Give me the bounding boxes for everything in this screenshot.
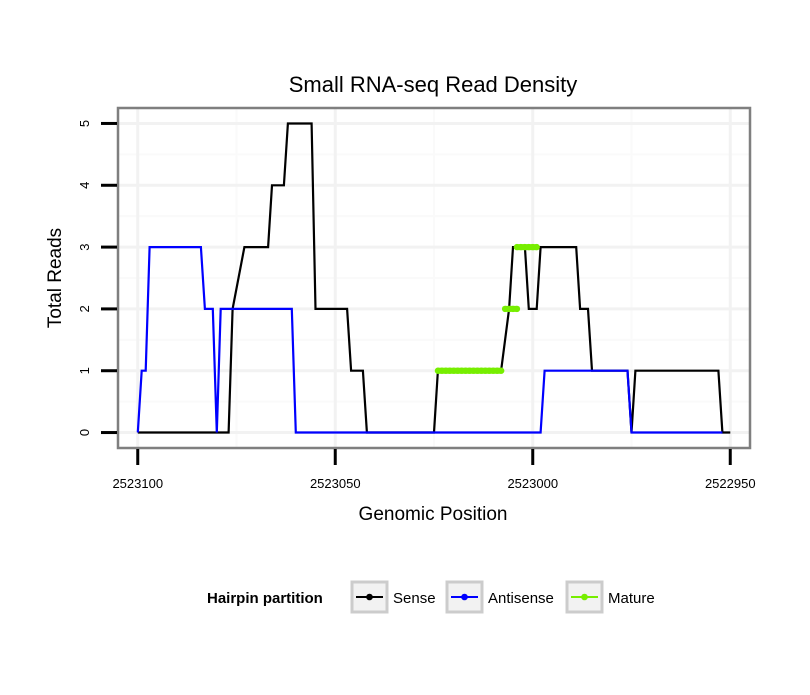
legend-label-antisense: Antisense	[488, 590, 554, 607]
plot-border	[116, 106, 752, 450]
y-tick-label: 0	[77, 429, 92, 436]
x-tick-label: 2523100	[112, 476, 163, 491]
series-line-antisense	[136, 246, 723, 434]
x-axis-label: Genomic Position	[359, 504, 508, 525]
legend-label-mature: Mature	[608, 590, 655, 607]
legend: Hairpin partition Sense Antisense Mature	[207, 580, 655, 614]
legend-title: Hairpin partition	[207, 590, 323, 607]
legend-point-antisense	[461, 593, 468, 601]
y-tick-label: 4	[77, 182, 92, 189]
mature-point	[497, 367, 505, 374]
x-tick-label: 2522950	[705, 476, 756, 491]
x-tick-label: 2523000	[507, 476, 558, 491]
legend-point-mature	[581, 593, 588, 601]
legend-point-sense	[366, 593, 373, 601]
y-tick-label: 5	[77, 120, 92, 127]
legend-label-sense: Sense	[393, 590, 436, 607]
x-tick-label: 2523050	[310, 476, 361, 491]
y-axis-label: Total Reads	[45, 228, 66, 328]
mature-point	[513, 305, 521, 313]
chart-title: Small RNA-seq Read Density	[289, 72, 578, 97]
plot-area: 2523100 2523050 2523000 2522950 0 1 2 3 4 5	[77, 106, 756, 491]
y-tick-label: 1	[77, 367, 92, 374]
mature-point	[533, 243, 540, 251]
y-tick-label: 3	[77, 243, 92, 250]
y-tick-label: 2	[77, 305, 92, 312]
